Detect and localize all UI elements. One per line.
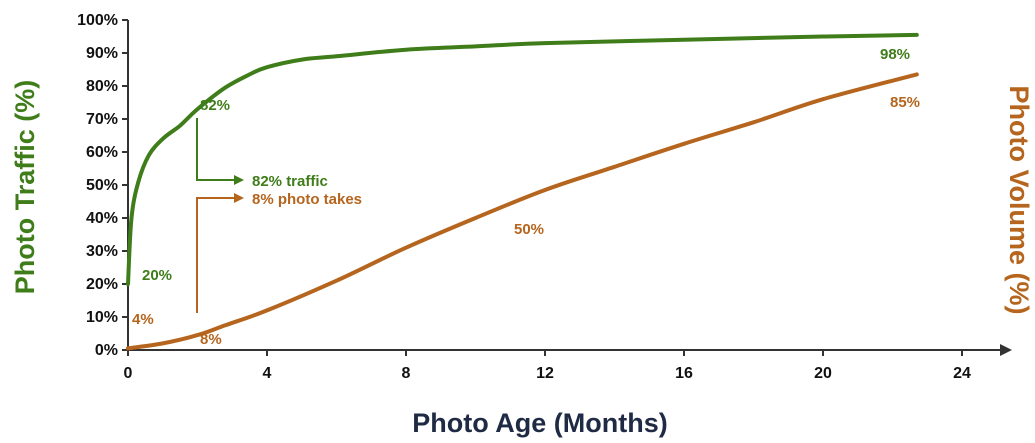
x-tick-label: 0 xyxy=(124,365,133,382)
x-tick-label: 24 xyxy=(953,365,971,382)
series-line-volume xyxy=(126,72,919,351)
data-label-volume: 50% xyxy=(514,221,544,238)
y-axis-title-left: Photo Traffic (%) xyxy=(10,80,40,295)
callout-label-traffic: 82% traffic xyxy=(252,173,328,190)
data-label-traffic: 98% xyxy=(880,46,910,63)
y-tick-label: 40% xyxy=(86,210,118,227)
volume-callout-arrowhead xyxy=(234,193,244,203)
y-tick-label: 60% xyxy=(86,144,118,161)
x-tick-label: 12 xyxy=(536,365,554,382)
data-label-volume: 8% xyxy=(200,331,222,348)
data-label-volume: 4% xyxy=(132,311,154,328)
data-label-traffic: 82% xyxy=(200,97,230,114)
traffic-callout-line xyxy=(196,118,236,181)
x-tick-group: 0 4 8 12 16 20 24 xyxy=(124,350,971,382)
y-tick-label: 70% xyxy=(86,111,118,128)
callout-arrows xyxy=(196,118,244,313)
series-group xyxy=(126,32,919,351)
y-tick-label: 90% xyxy=(86,45,118,62)
y-tick-label: 10% xyxy=(86,309,118,326)
x-axis-title: Photo Age (Months) xyxy=(412,408,667,438)
x-tick-label: 8 xyxy=(402,365,411,382)
y-tick-label: 30% xyxy=(86,243,118,260)
x-tick-label: 20 xyxy=(814,365,832,382)
series-line-traffic xyxy=(126,32,919,286)
traffic-callout-arrowhead xyxy=(234,175,244,185)
data-label-volume: 85% xyxy=(890,94,920,111)
x-tick-label: 4 xyxy=(263,365,272,382)
y-tick-label: 20% xyxy=(86,276,118,293)
data-label-traffic: 20% xyxy=(142,267,172,284)
y-tick-group: 0% 10% 20% 30% 40% 50% 60% 70% 80% 90% 100% xyxy=(77,12,128,359)
y-tick-label: 50% xyxy=(86,177,118,194)
y-tick-label: 80% xyxy=(86,78,118,95)
x-tick-label: 16 xyxy=(675,365,693,382)
y-tick-label: 0% xyxy=(95,342,118,359)
x-axis-arrow xyxy=(1000,344,1012,356)
y-axis-title-right: Photo Volume (%) xyxy=(1004,86,1034,315)
volume-callout-line xyxy=(196,197,236,313)
callout-label-volume: 8% photo takes xyxy=(252,191,362,208)
y-tick-label: 100% xyxy=(77,12,118,29)
